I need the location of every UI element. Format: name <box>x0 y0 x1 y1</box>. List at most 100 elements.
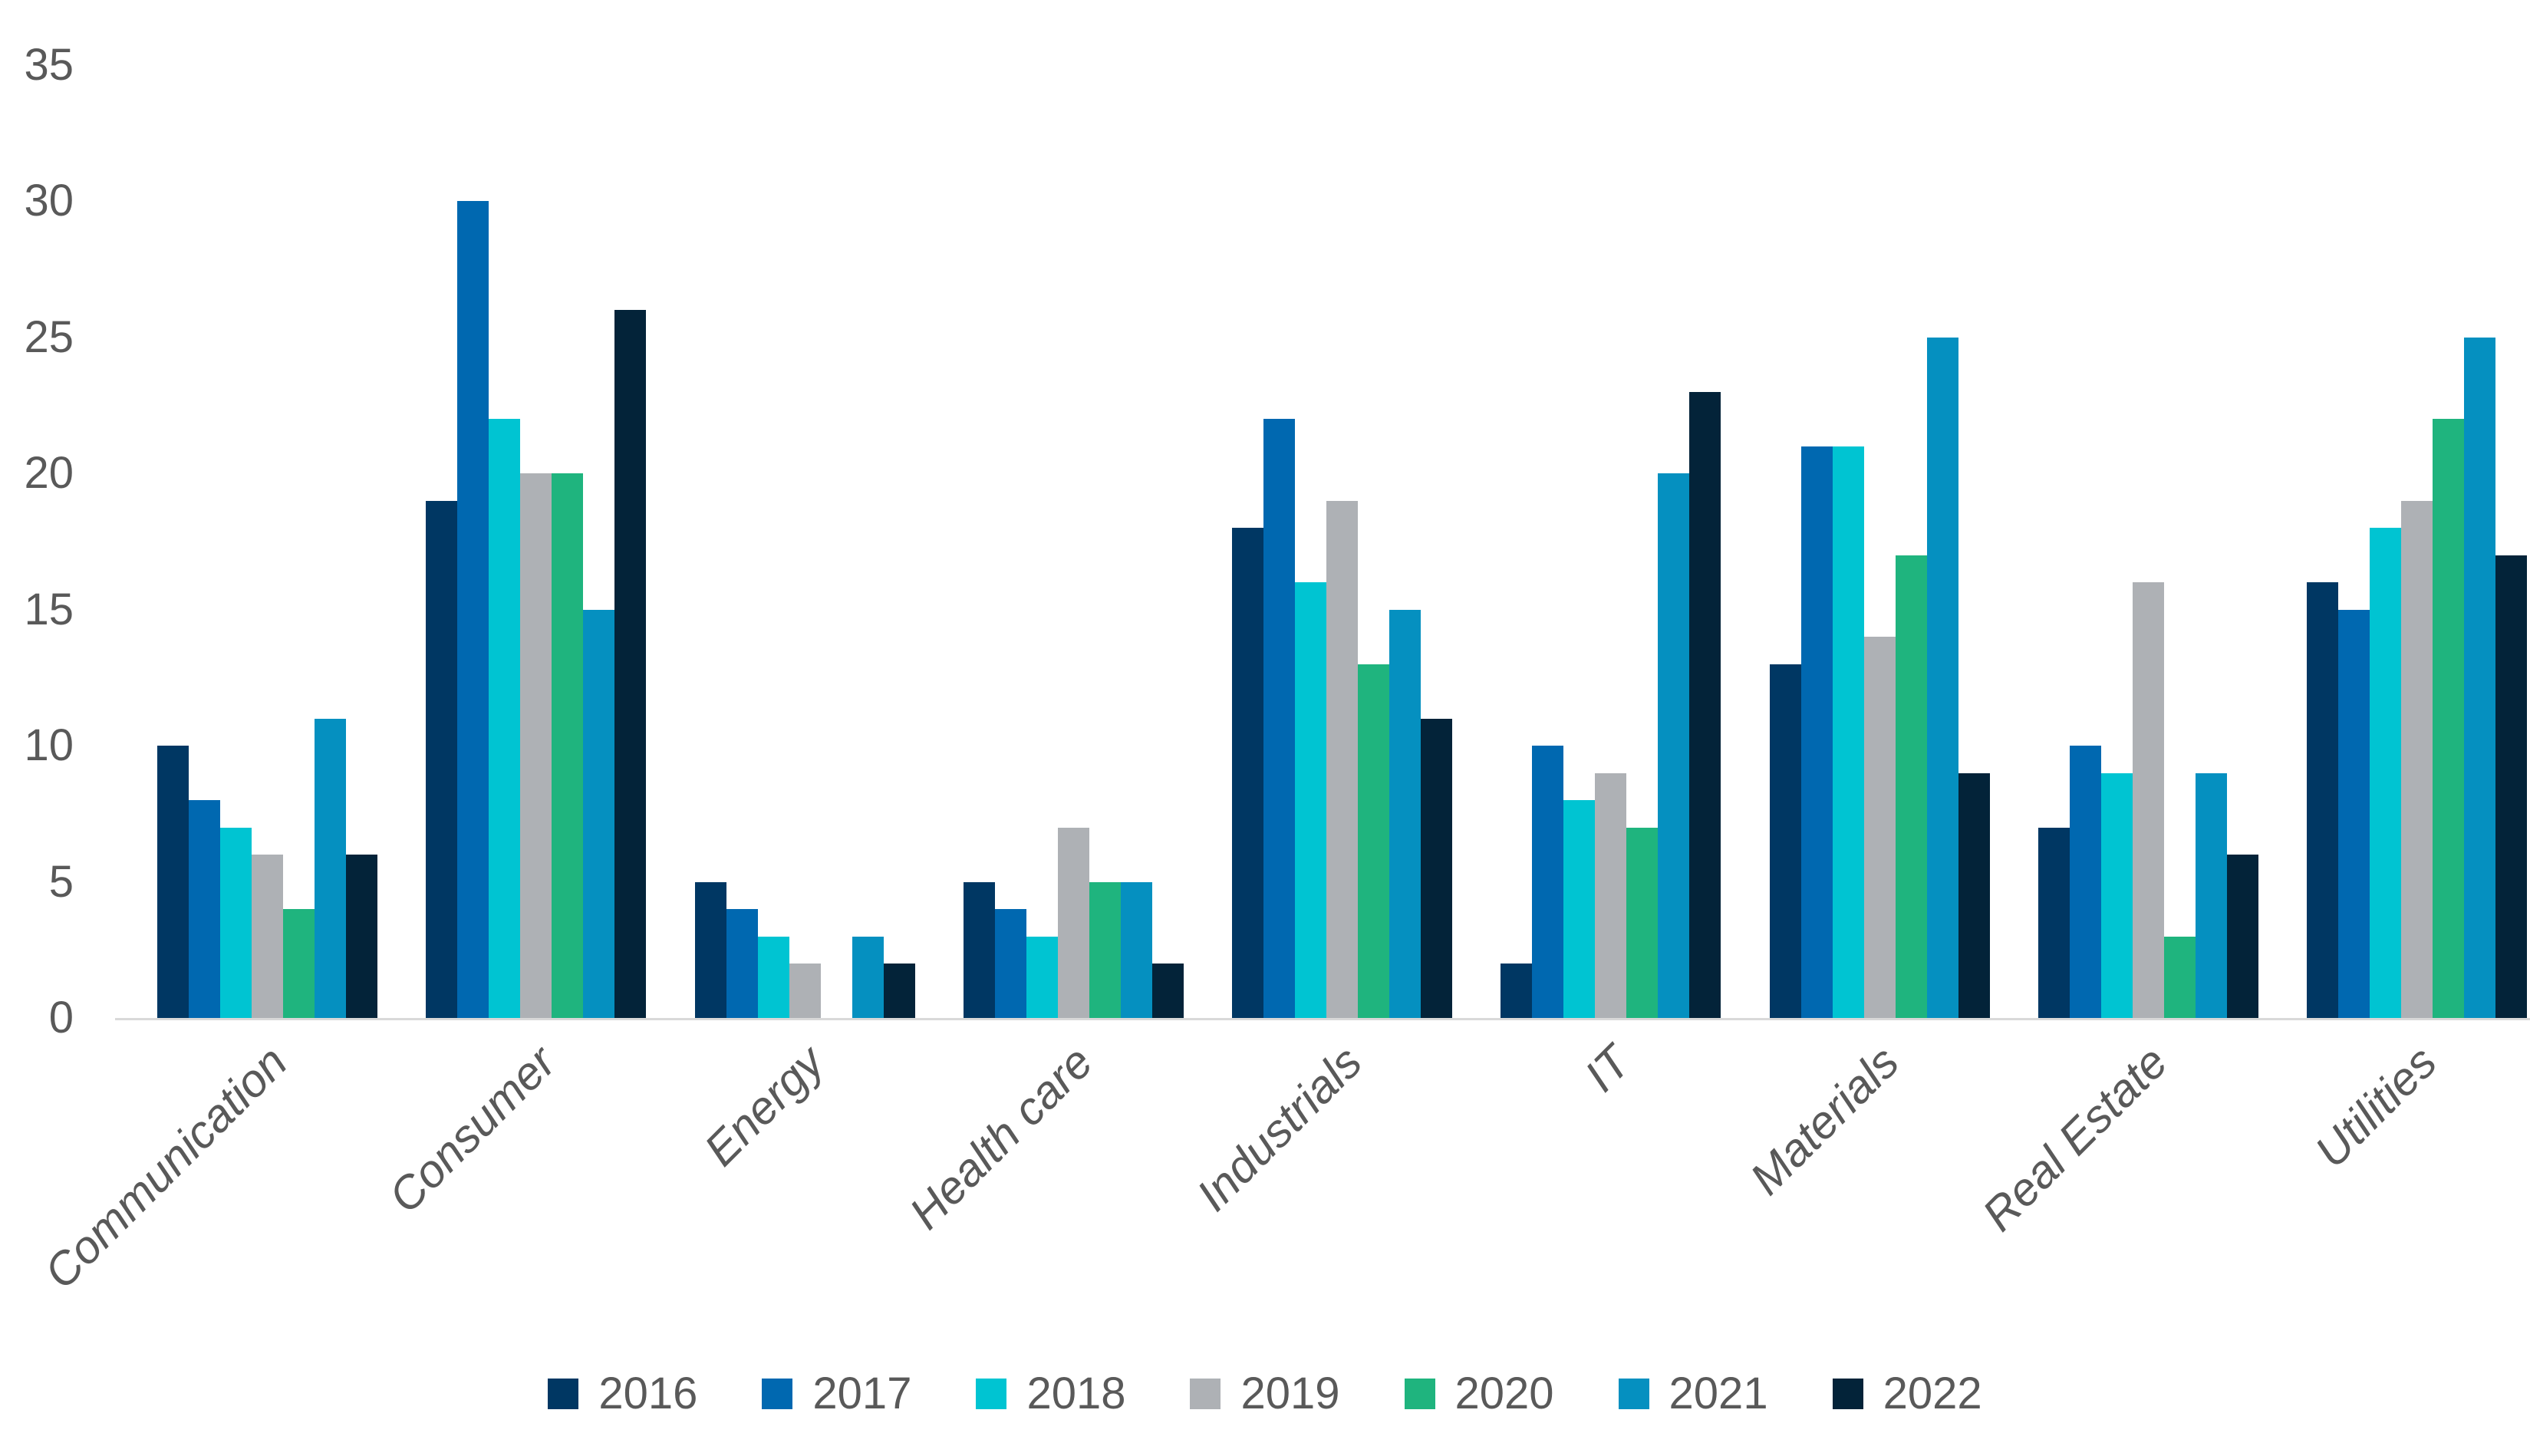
y-axis-tick-label: 20 <box>24 448 74 498</box>
bar-2016-energy <box>694 881 726 1018</box>
bar-group-it <box>1501 391 1721 1018</box>
bar-2017-it <box>1532 746 1564 1018</box>
legend-item-2021: 2021 <box>1618 1369 1768 1418</box>
category-label-materials: Materials <box>1740 1036 1909 1205</box>
legend-swatch-2018 <box>976 1379 1007 1409</box>
bar-2021-real-estate <box>2195 772 2227 1018</box>
bar-2016-utilities <box>2307 582 2338 1018</box>
bar-2020-materials <box>1895 555 1927 1018</box>
bar-2017-utilities <box>2338 609 2370 1018</box>
bar-2020-real-estate <box>2163 936 2196 1018</box>
bar-2018-materials <box>1832 446 1864 1018</box>
legend-label-2021: 2021 <box>1669 1369 1768 1418</box>
bar-2019-consumer <box>520 473 552 1018</box>
bar-group-industrials <box>1232 419 1452 1018</box>
bar-group-materials <box>1769 337 1990 1018</box>
bar-2019-communication <box>252 855 283 1018</box>
bar-2016-it <box>1501 964 1533 1018</box>
category-label-communication: Communication <box>34 1036 297 1299</box>
bar-2022-consumer <box>614 310 647 1018</box>
bar-2022-health-care <box>1151 964 1184 1018</box>
bar-2021-consumer <box>583 609 615 1018</box>
bar-2016-communication <box>157 746 189 1018</box>
bar-2021-industrials <box>1389 609 1421 1018</box>
category-label-energy: Energy <box>694 1036 834 1176</box>
legend-item-2020: 2020 <box>1404 1369 1554 1418</box>
bar-2019-industrials <box>1326 500 1358 1018</box>
bar-2020-consumer <box>552 473 584 1018</box>
y-axis-tick-label: 0 <box>48 993 74 1043</box>
legend-swatch-2022 <box>1832 1379 1863 1409</box>
bar-2021-health-care <box>1120 881 1152 1018</box>
bar-2016-materials <box>1769 664 1801 1018</box>
legend-swatch-2021 <box>1618 1379 1649 1409</box>
bar-2017-energy <box>726 909 758 1018</box>
legend-item-2022: 2022 <box>1832 1369 1982 1418</box>
y-axis-tick-label: 5 <box>48 856 74 907</box>
bar-2020-it <box>1626 827 1659 1018</box>
category-label-real-estate: Real Estate <box>1972 1036 2178 1241</box>
y-axis-tick-label: 35 <box>24 39 74 90</box>
bar-2019-real-estate <box>2132 582 2164 1018</box>
bar-group-health-care <box>963 827 1184 1018</box>
legend-item-2018: 2018 <box>976 1372 1125 1416</box>
bar-group-consumer <box>426 201 647 1018</box>
bar-2016-industrials <box>1232 528 1263 1018</box>
legend-item-2016: 2016 <box>548 1372 697 1416</box>
bar-2018-it <box>1563 800 1596 1018</box>
bar-2018-energy <box>757 936 789 1018</box>
legend-label-2017: 2017 <box>812 1369 912 1418</box>
legend-label-2022: 2022 <box>1883 1369 1982 1418</box>
bar-group-communication <box>157 718 377 1018</box>
legend-item-2019: 2019 <box>1190 1369 1340 1418</box>
legend-label-2020: 2020 <box>1454 1369 1554 1418</box>
y-axis-tick-label: 10 <box>24 720 74 770</box>
bar-2017-health-care <box>994 909 1026 1018</box>
bar-2022-industrials <box>1421 718 1452 1018</box>
y-axis-tick-label: 15 <box>24 584 74 634</box>
bar-2019-health-care <box>1057 827 1089 1018</box>
y-axis-tick-label: 30 <box>24 176 74 226</box>
bar-2022-materials <box>1958 772 1990 1018</box>
bar-2017-consumer <box>457 201 489 1018</box>
legend-swatch-2019 <box>1190 1379 1221 1409</box>
bar-2019-energy <box>789 964 821 1018</box>
category-label-it: IT <box>1574 1036 1640 1102</box>
category-label-utilities: Utilities <box>2304 1036 2446 1178</box>
category-label-industrials: Industrials <box>1186 1036 1372 1221</box>
bar-group-real-estate <box>2038 582 2258 1018</box>
bar-group-energy <box>694 881 915 1018</box>
legend-swatch-2020 <box>1404 1379 1435 1409</box>
bar-2018-health-care <box>1026 936 1058 1018</box>
category-label-consumer: Consumer <box>378 1036 565 1223</box>
bar-2020-health-care <box>1089 881 1121 1018</box>
bar-2021-it <box>1658 473 1690 1018</box>
bar-2020-industrials <box>1358 664 1389 1018</box>
bar-2016-health-care <box>963 881 995 1018</box>
x-axis-line <box>115 1018 2530 1020</box>
bar-2021-materials <box>1926 337 1958 1018</box>
bar-2016-real-estate <box>2038 827 2070 1018</box>
bar-2022-it <box>1689 391 1721 1018</box>
bar-2020-communication <box>283 909 315 1018</box>
legend-swatch-2016 <box>548 1379 579 1409</box>
legend-label-2019: 2019 <box>1240 1369 1340 1418</box>
legend-label-2016: 2016 <box>598 1369 698 1418</box>
bar-2018-utilities <box>2370 528 2401 1018</box>
bar-2017-real-estate <box>2069 746 2101 1018</box>
bar-2018-real-estate <box>2100 772 2133 1018</box>
bar-2019-utilities <box>2401 500 2433 1018</box>
bar-2021-energy <box>852 936 884 1018</box>
legend-item-2017: 2017 <box>762 1372 911 1416</box>
bar-2017-industrials <box>1263 419 1295 1018</box>
bar-2022-communication <box>346 855 377 1018</box>
bar-group-utilities <box>2307 337 2527 1018</box>
legend-label-2018: 2018 <box>1026 1369 1126 1418</box>
bar-2018-consumer <box>489 419 521 1018</box>
bar-2016-consumer <box>426 500 458 1018</box>
bar-2017-materials <box>1800 446 1833 1018</box>
bar-2021-utilities <box>2464 337 2495 1018</box>
legend-swatch-2017 <box>762 1379 793 1409</box>
bar-2017-communication <box>189 800 220 1018</box>
